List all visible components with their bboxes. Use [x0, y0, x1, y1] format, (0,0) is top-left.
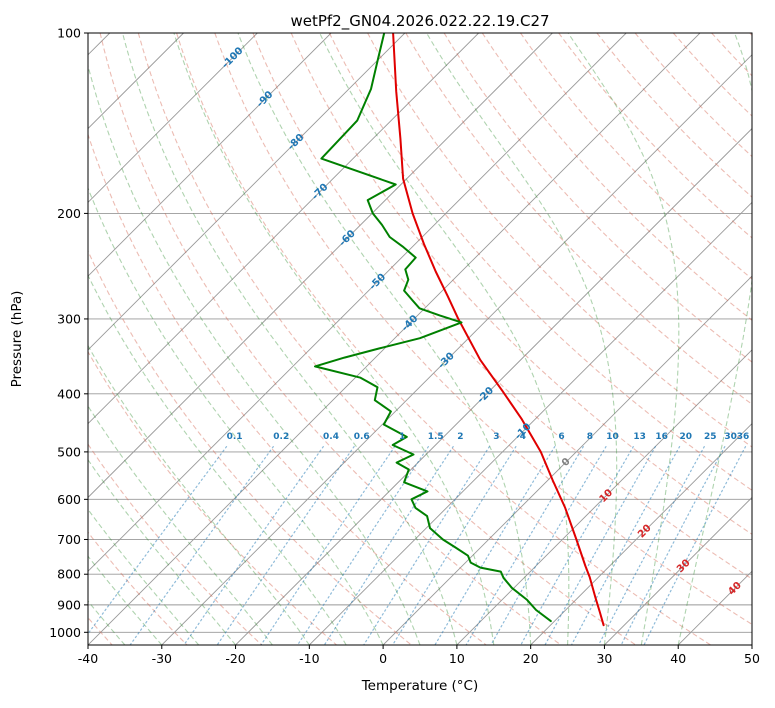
mixing-ratio-label: 20 — [679, 432, 692, 442]
isotherm-label: -90 — [255, 89, 276, 110]
isotherm-label: -60 — [337, 228, 358, 249]
dry-adiabats — [88, 33, 752, 645]
x-tick-label: 0 — [379, 651, 387, 666]
y-tick-label: 300 — [57, 311, 81, 326]
mixing-ratio-label: 16 — [655, 432, 668, 442]
x-tick-label: -20 — [225, 651, 245, 666]
mixing-ratio-label: 1 — [399, 432, 405, 442]
isotherm-label: 40 — [726, 580, 744, 598]
isotherm-label: -20 — [476, 385, 497, 406]
mixing-ratio-labels: 0.1 0.2 0.4 0.6 1 1.5 2 3 4 6 8 10 13 16 20 25 30 36 — [227, 432, 750, 442]
mixing-ratio-label: 0.4 — [323, 432, 339, 442]
x-tick-label: -30 — [152, 651, 172, 666]
isotherm-label: 30 — [675, 557, 693, 575]
isotherm-label: -100 — [220, 45, 246, 71]
isotherms — [88, 33, 752, 645]
chart-title: wetPf2_GN04.2026.022.22.19.C27 — [290, 12, 549, 31]
y-tick-label: 600 — [57, 492, 81, 507]
mixing-ratio-label: 10 — [606, 432, 619, 442]
y-tick-label: 100 — [57, 26, 81, 41]
mixing-ratio-label: 0.6 — [354, 432, 370, 442]
y-tick-label: 800 — [57, 567, 81, 582]
mixing-ratio-label: 2 — [457, 432, 463, 442]
y-tick-label: 500 — [57, 444, 81, 459]
x-tick-label: 40 — [670, 651, 686, 666]
mixing-ratio-label: 3 — [493, 432, 499, 442]
x-tick-label: 10 — [449, 651, 465, 666]
mixing-ratio-label: 30 — [724, 432, 737, 442]
x-tick-label: 30 — [596, 651, 612, 666]
y-tick-label: 200 — [57, 206, 81, 221]
x-axis-label: Temperature (°C) — [361, 678, 479, 694]
mixing-ratio-lines — [88, 446, 747, 645]
isotherm-label: -30 — [436, 351, 457, 372]
mixing-ratio-label: 36 — [737, 432, 750, 442]
mixing-ratio-label: 6 — [558, 432, 564, 442]
y-axis-label: Pressure (hPa) — [9, 291, 25, 388]
x-tick-label: -10 — [299, 651, 319, 666]
plot-area — [88, 33, 752, 645]
mixing-ratio-label: 0.1 — [227, 432, 243, 442]
x-tick-label: -40 — [78, 651, 98, 666]
mixing-ratio-label: 1.5 — [428, 432, 444, 442]
mixing-ratio-label: 8 — [587, 432, 593, 442]
mixing-ratio-label: 13 — [633, 432, 646, 442]
mixing-ratio-label: 0.2 — [273, 432, 289, 442]
isotherm-label: -80 — [286, 132, 307, 153]
pressure-gridlines — [88, 33, 752, 633]
plot-frame — [87, 32, 753, 646]
y-tick-label: 400 — [57, 386, 81, 401]
mixing-ratio-label: 25 — [704, 432, 717, 442]
temperature-curve — [392, 33, 605, 627]
moist-adiabats — [88, 33, 752, 645]
isotherm-label: 20 — [636, 523, 654, 541]
isotherm-label: -40 — [400, 313, 421, 334]
x-tick-label: 50 — [744, 651, 760, 666]
isotherm-label: -50 — [368, 272, 389, 293]
isotherm-label: -70 — [310, 182, 331, 203]
mixing-ratio-label: 4 — [520, 432, 526, 442]
y-tick-label: 900 — [57, 597, 81, 612]
x-tick-label: 20 — [523, 651, 539, 666]
y-tick-label: 700 — [57, 532, 81, 547]
y-tick-label: 1000 — [49, 625, 81, 640]
dewpoint-curve — [314, 33, 552, 623]
isotherm-label: 10 — [598, 487, 616, 505]
